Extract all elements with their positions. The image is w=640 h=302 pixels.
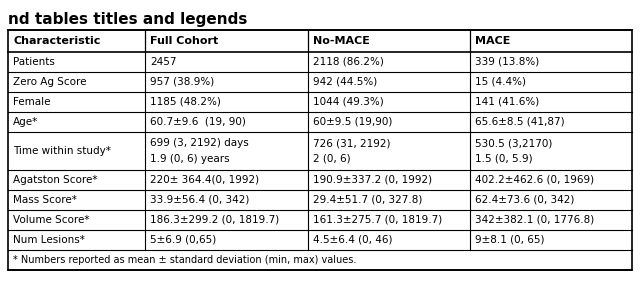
Text: 60±9.5 (19,90): 60±9.5 (19,90): [312, 117, 392, 127]
Text: Agatston Score*: Agatston Score*: [13, 175, 97, 185]
Text: MACE: MACE: [475, 36, 510, 46]
Text: Female: Female: [13, 97, 51, 107]
Text: nd tables titles and legends: nd tables titles and legends: [8, 12, 248, 27]
Text: 62.4±73.6 (0, 342): 62.4±73.6 (0, 342): [475, 195, 574, 205]
Text: 9±8.1 (0, 65): 9±8.1 (0, 65): [475, 235, 544, 245]
Text: 402.2±462.6 (0, 1969): 402.2±462.6 (0, 1969): [475, 175, 594, 185]
Text: 2 (0, 6): 2 (0, 6): [312, 154, 350, 164]
Text: 190.9±337.2 (0, 1992): 190.9±337.2 (0, 1992): [312, 175, 431, 185]
Text: 957 (38.9%): 957 (38.9%): [150, 77, 214, 87]
Text: 2457: 2457: [150, 57, 177, 67]
Text: 1044 (49.3%): 1044 (49.3%): [312, 97, 383, 107]
Text: 186.3±299.2 (0, 1819.7): 186.3±299.2 (0, 1819.7): [150, 215, 280, 225]
Text: 4.5±6.4 (0, 46): 4.5±6.4 (0, 46): [312, 235, 392, 245]
Text: 65.6±8.5 (41,87): 65.6±8.5 (41,87): [475, 117, 564, 127]
Text: Volume Score*: Volume Score*: [13, 215, 90, 225]
Text: 699 (3, 2192) days: 699 (3, 2192) days: [150, 138, 249, 148]
Text: Time within study*: Time within study*: [13, 146, 111, 156]
Text: 342±382.1 (0, 1776.8): 342±382.1 (0, 1776.8): [475, 215, 594, 225]
Text: Full Cohort: Full Cohort: [150, 36, 218, 46]
Text: 220± 364.4(0, 1992): 220± 364.4(0, 1992): [150, 175, 259, 185]
Text: 726 (31, 2192): 726 (31, 2192): [312, 138, 390, 148]
Text: 1185 (48.2%): 1185 (48.2%): [150, 97, 221, 107]
Text: 2118 (86.2%): 2118 (86.2%): [312, 57, 383, 67]
Text: Age*: Age*: [13, 117, 38, 127]
Text: Zero Ag Score: Zero Ag Score: [13, 77, 86, 87]
Text: 141 (41.6%): 141 (41.6%): [475, 97, 539, 107]
Text: 942 (44.5%): 942 (44.5%): [312, 77, 377, 87]
Text: Mass Score*: Mass Score*: [13, 195, 77, 205]
Text: 15 (4.4%): 15 (4.4%): [475, 77, 526, 87]
Text: 339 (13.8%): 339 (13.8%): [475, 57, 539, 67]
Text: Num Lesions*: Num Lesions*: [13, 235, 85, 245]
Text: 1.9 (0, 6) years: 1.9 (0, 6) years: [150, 154, 230, 164]
Text: Characteristic: Characteristic: [13, 36, 100, 46]
Text: 29.4±51.7 (0, 327.8): 29.4±51.7 (0, 327.8): [312, 195, 422, 205]
Text: 161.3±275.7 (0, 1819.7): 161.3±275.7 (0, 1819.7): [312, 215, 442, 225]
Text: Patients: Patients: [13, 57, 55, 67]
Text: 530.5 (3,2170): 530.5 (3,2170): [475, 138, 552, 148]
Bar: [8, 30, 632, 270]
Text: 5±6.9 (0,65): 5±6.9 (0,65): [150, 235, 216, 245]
Text: 33.9±56.4 (0, 342): 33.9±56.4 (0, 342): [150, 195, 250, 205]
Text: 1.5 (0, 5.9): 1.5 (0, 5.9): [475, 154, 532, 164]
Text: * Numbers reported as mean ± standard deviation (min, max) values.: * Numbers reported as mean ± standard de…: [13, 255, 356, 265]
Text: No-MACE: No-MACE: [312, 36, 369, 46]
Text: 60.7±9.6  (19, 90): 60.7±9.6 (19, 90): [150, 117, 246, 127]
